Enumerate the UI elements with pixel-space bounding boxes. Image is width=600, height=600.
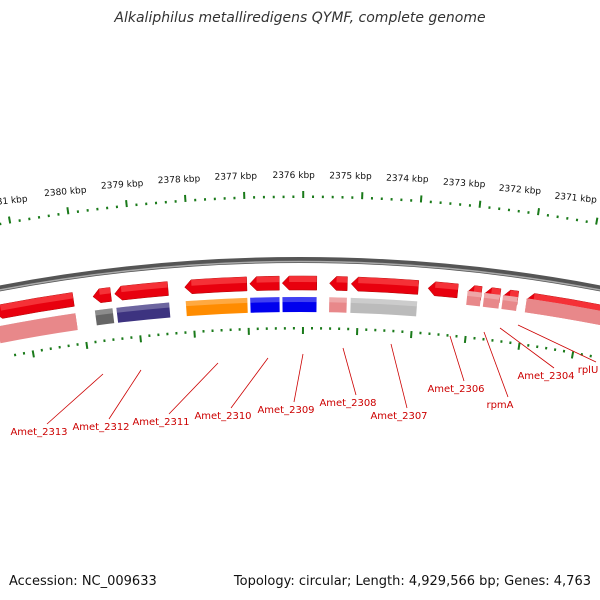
gene-arrow-shine [358,277,419,287]
kbp-label: 2371 kbp [554,192,597,206]
cog-band [350,297,418,317]
leader-line [293,353,304,403]
accession-text: Accession: NC_009633 [9,574,157,589]
gene-label: Amet_2309 [257,405,314,416]
inner-major-tick [517,342,521,350]
cog-band-shine [502,295,518,303]
gene-arrow-shine [473,285,483,293]
cog-band-shine [94,308,114,316]
gene-arrow-shine [435,281,459,290]
kbp-label: 2374 kbp [386,174,429,186]
inner-major-tick [463,335,467,344]
cog-band-shine [250,297,280,303]
inner-major-tick [85,341,89,350]
map-title: Alkaliphilus metalliredigens QYMF, compl… [114,10,486,26]
backbone-arc [0,257,600,292]
inner-major-tick [410,330,413,339]
major-tick [7,216,12,224]
gene-arrow-shine [120,281,168,293]
gene-arrow-shine [289,275,317,283]
leader-line [168,362,219,415]
leader-line [449,335,465,382]
major-tick [595,217,599,225]
kbp-label: 2372 kbp [498,184,541,197]
cog-band [329,297,347,313]
cog-band [185,297,248,317]
inner-major-tick [570,351,575,359]
gene-arrow-shine [491,287,501,295]
gene-label: Amet_2308 [319,398,376,409]
cog-band [501,295,518,311]
leader-line [390,343,408,409]
leader-line [46,373,104,425]
gene-arrow-shine [0,292,74,311]
kbp-label: 2375 kbp [329,171,372,182]
cog-band-shine [282,297,317,303]
backbone-highlight [0,260,600,291]
leader-line [342,347,357,396]
gene-labels: Amet_2313 Amet_2312 Amet_2311 Amet_2310 Amet… [10,324,599,438]
kbp-scale: 2381 kbp 2380 kbp 2379 kbp 2378 kbp 2377 kbp… [0,171,597,209]
kbp-label: 2379 kbp [101,179,144,192]
major-tick [478,200,482,208]
gene-label: rplU [578,365,599,376]
gene-label: Amet_2310 [194,411,251,422]
kbp-label: 2377 kbp [215,172,258,183]
inner-major-tick [139,335,142,343]
major-tick [419,195,423,203]
cog-band-shine [483,292,501,300]
leader-line [499,327,555,369]
major-tick [537,208,540,216]
cog-band [0,313,78,342]
gene-arrow-shine [256,276,280,283]
cog-band [94,308,115,326]
leader-line [230,357,269,409]
topology-text: Topology: circular; Length: 4,929,566 bp… [233,574,591,589]
cog-band-shine [467,290,482,298]
cog-band [116,302,171,323]
cog-band-shine [185,297,248,307]
cog-band-shine [350,297,418,307]
gene-arrow-shine [336,276,348,283]
gene-arrow-shine [98,287,111,295]
cog-band-shine [116,302,170,313]
position-ticks [0,191,599,359]
gene-label: Amet_2313 [10,427,67,438]
leader-line [483,331,509,398]
kbp-label: 2380 kbp [44,186,87,200]
cog-band [466,290,482,307]
gene-label: Amet_2312 [72,422,129,433]
cog-band-shine [329,297,347,303]
inner-major-tick [31,350,35,358]
leader-line [108,369,142,420]
cog-band [524,298,600,326]
kbp-label: 2376 kbp [272,171,315,181]
gene-arrow-shine [509,290,519,298]
kbp-label: 2381 kbp [0,195,28,209]
gene-arrow-shine [533,293,600,311]
gene-arrow-shine [191,276,247,286]
kbp-label: 2378 kbp [158,174,201,186]
major-tick [125,199,128,208]
gene-features [0,275,600,344]
gene-label: Amet_2304 [517,371,574,382]
gene-label: Amet_2307 [370,411,427,422]
gene-label: rpmA [486,400,513,411]
cog-band [282,297,317,313]
kbp-label: 2373 kbp [443,178,486,190]
cog-band [250,297,280,313]
gene-label: Amet_2311 [132,417,189,428]
genome-backbone [0,257,600,292]
leader-line [517,324,597,363]
major-tick [66,207,70,215]
gene-label: Amet_2306 [427,384,484,395]
cog-band [482,292,501,309]
